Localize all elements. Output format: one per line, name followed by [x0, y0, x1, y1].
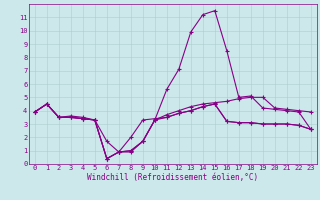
X-axis label: Windchill (Refroidissement éolien,°C): Windchill (Refroidissement éolien,°C): [87, 173, 258, 182]
